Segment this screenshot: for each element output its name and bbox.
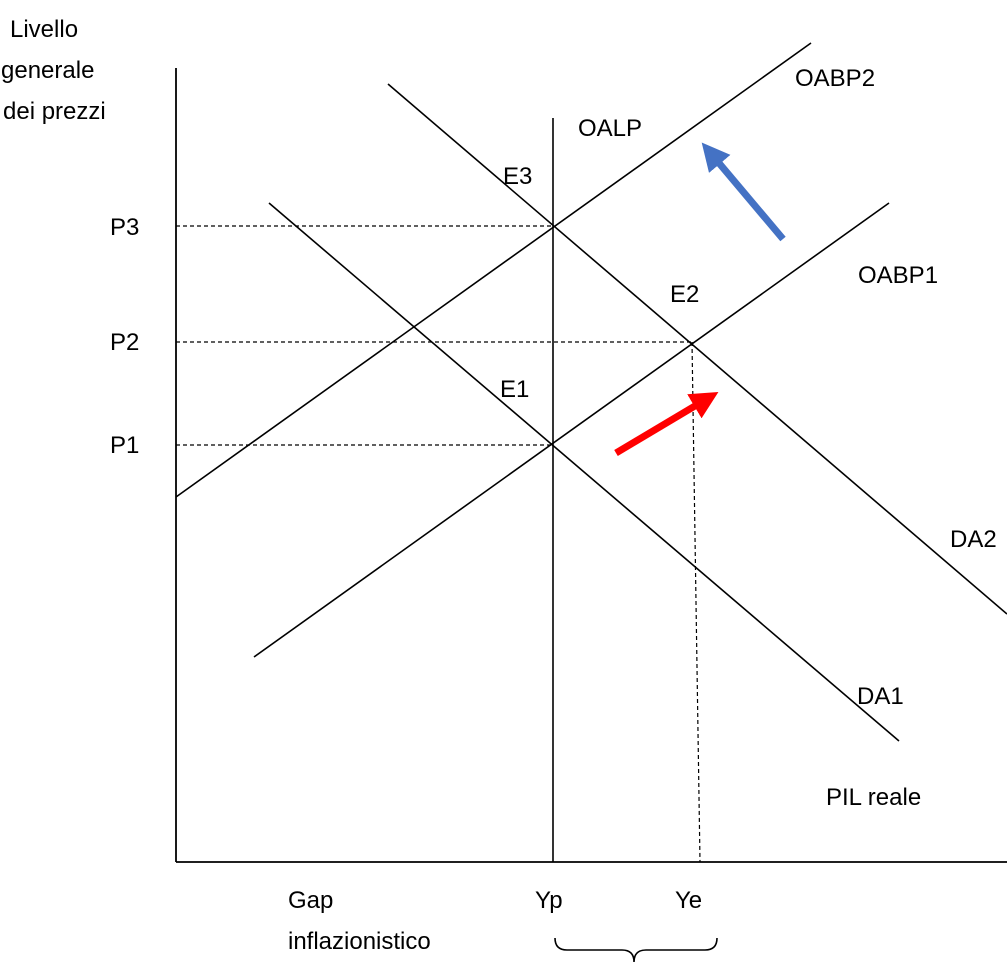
p1-label: P1 [110,432,139,459]
yp-label: Yp [535,887,563,914]
e3-label: E3 [503,163,532,190]
e1-label: E1 [500,376,529,403]
ye-label: Ye [675,887,702,914]
gap-label-line-1: Gap [288,887,333,914]
oalp-label: OALP [578,115,642,142]
da2-label: DA2 [950,526,997,553]
oabp2-label: OABP2 [795,65,875,92]
gap-label-line-2: inflazionistico [288,928,431,955]
y-axis-title-line-1: Livello [10,16,78,43]
da2-curve [387,83,1007,615]
supply-shift-arrow [701,142,786,242]
oabp1-label: OABP1 [858,262,938,289]
y-axis-title: Livello generale dei prezzi [1,16,106,125]
da1-label: DA1 [857,683,904,710]
p3-label: P3 [110,214,139,241]
oabp2-curve [175,42,812,498]
da1-curve [268,202,900,742]
gap-label: Gap inflazionistico [288,887,431,955]
gap-brace [554,937,718,963]
p2-label: P2 [110,329,139,356]
oabp1-curve [253,202,890,658]
demand-shift-arrow [614,391,719,457]
e2-label: E2 [670,281,699,308]
y-axis-title-line-3: dei prezzi [3,98,106,125]
y-axis-title-line-2: generale [1,57,94,84]
ye-guide-line [691,341,701,863]
x-axis-title: PIL reale [826,784,921,811]
